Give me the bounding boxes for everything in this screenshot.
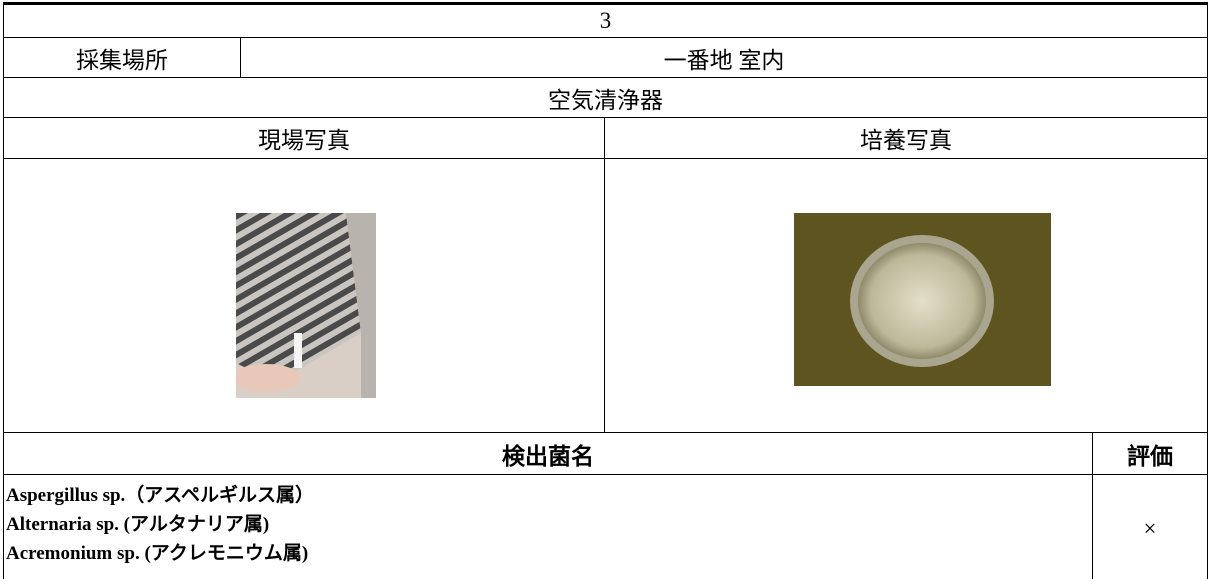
site-photo-cell: [3, 158, 605, 433]
location-value: 一番地 室内: [240, 37, 1208, 78]
evaluation-value: ×: [1092, 474, 1208, 579]
species-header: 検出菌名: [3, 432, 1093, 475]
sample-number: 3: [3, 2, 1208, 38]
culture-photo-header: 培養写真: [604, 117, 1208, 159]
site-photo-header: 現場写真: [3, 117, 605, 159]
species-name: Aspergillus sp.（アスペルギルス属）: [6, 485, 314, 506]
culture-photo: [794, 213, 1051, 386]
evaluation-header: 評価: [1092, 432, 1208, 475]
species-list: Aspergillus sp.（アスペルギルス属） Alternaria sp.…: [3, 474, 1093, 579]
location-label: 採集場所: [3, 37, 241, 78]
site-photo: [236, 213, 376, 398]
culture-photo-cell: [604, 158, 1208, 433]
species-name: Alternaria sp. (アルタナリア属): [6, 514, 270, 535]
subject: 空気清浄器: [3, 77, 1208, 118]
species-name: Acremonium sp. (アクレモニウム属): [6, 543, 309, 564]
